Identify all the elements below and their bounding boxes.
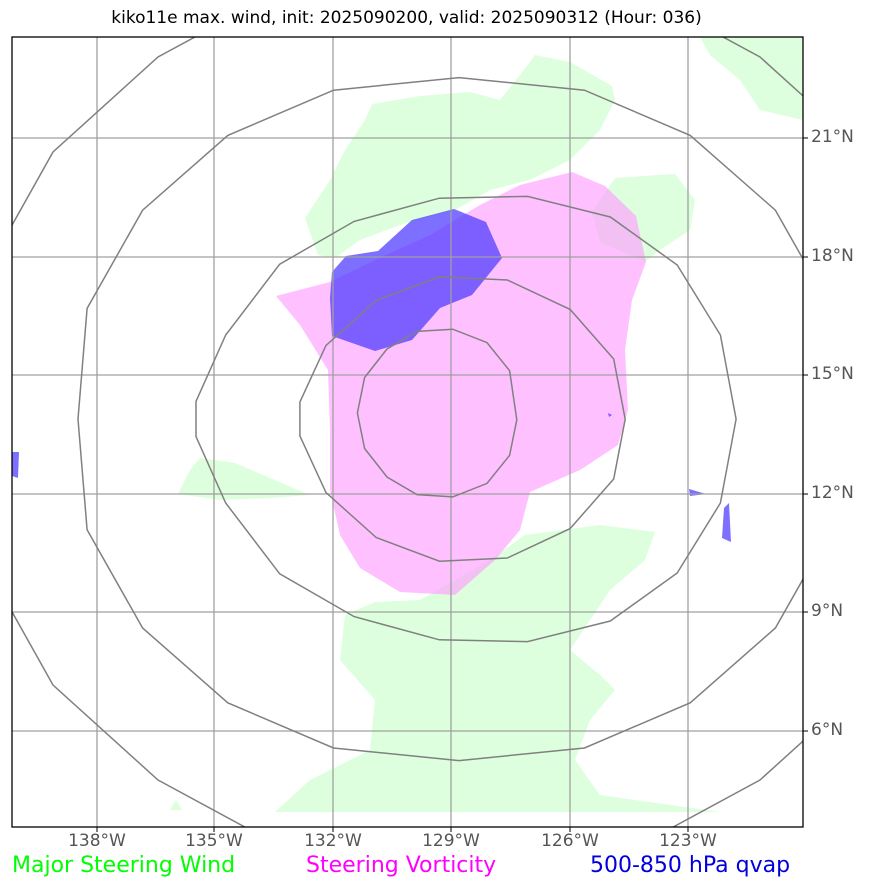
wind-speck (170, 800, 182, 810)
legend-qvap: 500-850 hPa qvap (590, 853, 791, 878)
lat-label-18n: 18°N (811, 246, 854, 266)
lon-label-126w: 126°W (541, 831, 599, 851)
qvap-area-speck (608, 413, 612, 417)
lat-label-6n: 6°N (811, 720, 844, 740)
lon-label-132w: 132°W (304, 831, 362, 851)
lon-label-123w: 123°W (659, 831, 717, 851)
range-ring-3 (195, 195, 737, 643)
qvap-area-east-2 (722, 503, 731, 542)
axis-ticks (96, 137, 808, 832)
lon-label-129w: 129°W (422, 831, 480, 851)
legend-steering-wind: Major Steering Wind (12, 853, 236, 878)
lon-label-135w: 135°W (185, 831, 243, 851)
range-ring-4 (77, 76, 803, 762)
wind-area-north (305, 55, 615, 258)
graticule (12, 37, 803, 827)
steering-wind-layer (170, 37, 803, 812)
wind-area-northeast (700, 37, 803, 120)
lat-label-15n: 15°N (811, 364, 854, 384)
legend-steering-vorticity: Steering Vorticity (306, 853, 497, 878)
qvap-area-west-edge (12, 452, 19, 478)
wind-area-south (275, 525, 720, 812)
lat-label-21n: 21°N (811, 127, 854, 147)
lat-label-9n: 9°N (811, 601, 844, 621)
range-ring-1 (356, 328, 518, 498)
lon-label-138w: 138°W (68, 831, 126, 851)
lat-label-12n: 12°N (811, 483, 854, 503)
map-frame (11, 36, 804, 828)
map-title: kiko11e max. wind, init: 2025090200, val… (111, 8, 702, 28)
range-ring-2 (299, 276, 626, 562)
qvap-area-east-1 (689, 489, 706, 496)
qvap-area-main (330, 209, 502, 351)
